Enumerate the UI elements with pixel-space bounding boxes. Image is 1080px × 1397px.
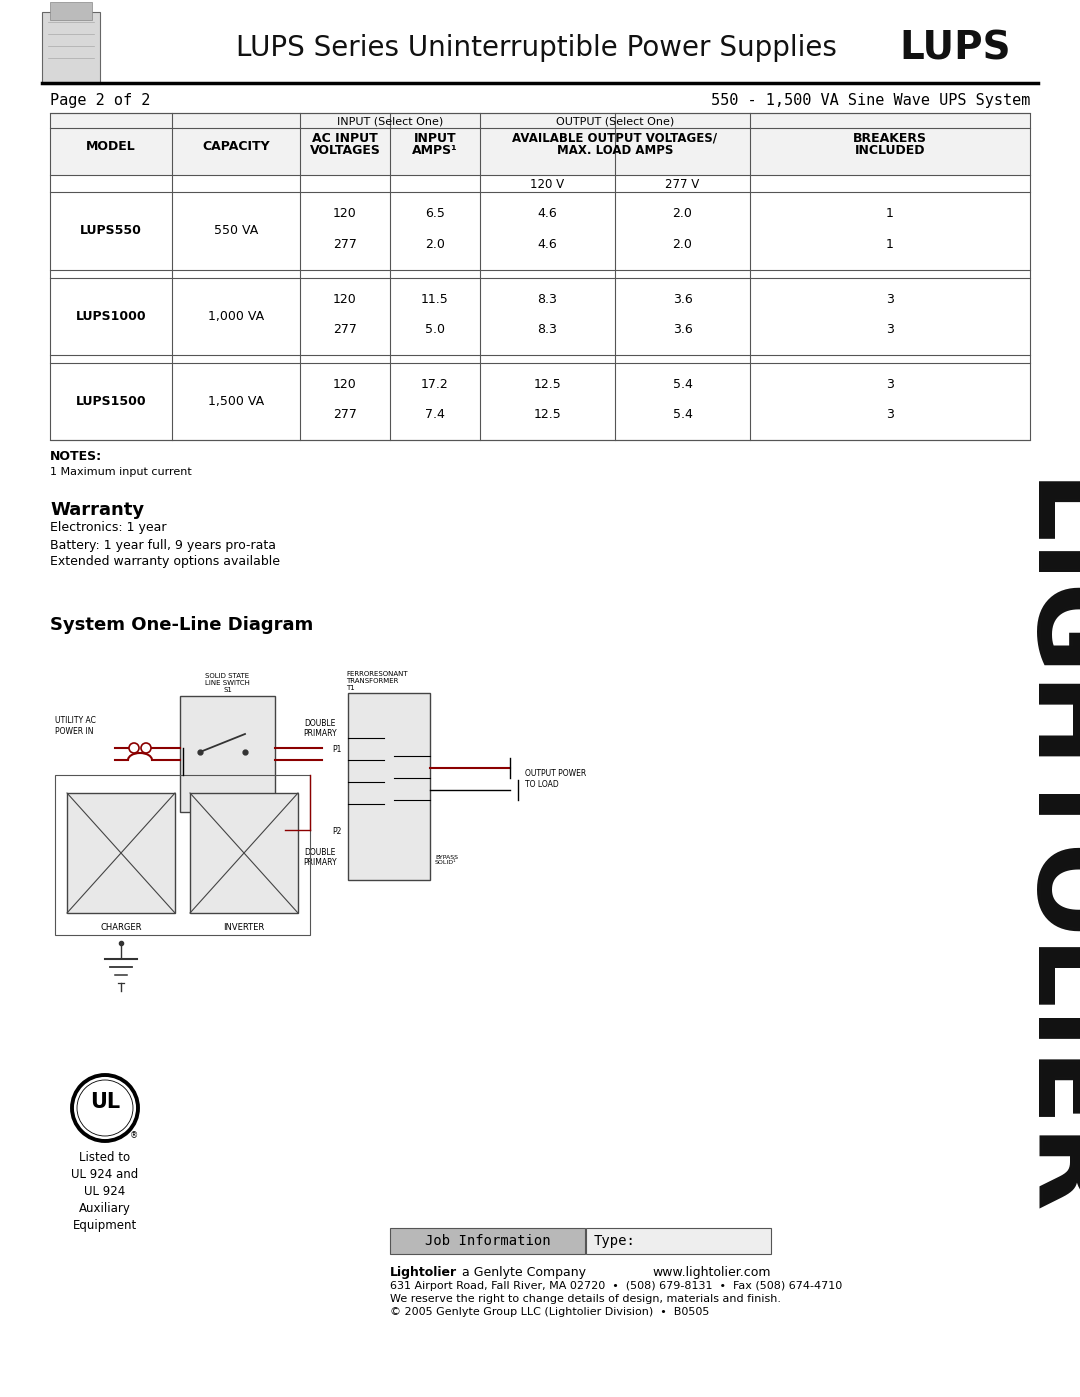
Text: LUPS550: LUPS550 [80,225,141,237]
Text: 3: 3 [886,323,894,337]
Text: Electronics: 1 year: Electronics: 1 year [50,521,166,535]
Text: BYPASS
SOLID¹: BYPASS SOLID¹ [435,855,458,865]
Text: 1: 1 [886,237,894,250]
Text: BREAKERS: BREAKERS [853,131,927,144]
Text: 120: 120 [333,207,356,221]
Text: DC: DC [274,895,291,905]
Bar [50,1,92,20]
Text: 120: 120 [333,293,356,306]
Text: ®: ® [130,1132,138,1140]
Text: DOUBLE
PRIMARY: DOUBLE PRIMARY [303,718,337,738]
Text: 550 VA: 550 VA [214,225,258,237]
Bar [180,696,275,812]
Text: MODEL: MODEL [86,140,136,152]
Text: CAPACITY: CAPACITY [202,140,270,152]
Text: 11.5: 11.5 [421,293,449,306]
Text: We reserve the right to change details of design, materials and finish.: We reserve the right to change details o… [390,1294,781,1303]
Text: 5.4: 5.4 [673,408,692,420]
Text: Job Information: Job Information [424,1234,551,1248]
Text: 1,000 VA: 1,000 VA [208,310,265,323]
Text: 3.6: 3.6 [673,293,692,306]
Text: 8.3: 8.3 [538,293,557,306]
Bar [586,1228,771,1255]
Text: UL: UL [90,1092,120,1112]
Text: 5.0: 5.0 [426,323,445,337]
Text: www.lightolier.com: www.lightolier.com [652,1266,771,1280]
Text: DOUBLE
PRIMARY: DOUBLE PRIMARY [303,848,337,868]
Text: 4.6: 4.6 [538,237,557,250]
Text: 8.3: 8.3 [538,323,557,337]
Bar [190,793,298,914]
Text: OUTPUT POWER
TO LOAD: OUTPUT POWER TO LOAD [525,770,586,789]
Text: 2.0: 2.0 [426,237,445,250]
Text: AC: AC [75,800,90,812]
Text: 277: 277 [333,323,356,337]
Text: INCLUDED: INCLUDED [854,144,926,156]
Text: Listed to
UL 924 and
UL 924
Auxiliary
Equipment: Listed to UL 924 and UL 924 Auxiliary Eq… [71,1151,138,1232]
Bar [390,1228,585,1255]
Text: INPUT: INPUT [414,131,457,144]
Text: 17.2: 17.2 [421,379,449,391]
Bar [55,775,310,935]
Text: 12.5: 12.5 [534,379,562,391]
Text: 6.5: 6.5 [426,207,445,221]
Text: System One-Line Diagram: System One-Line Diagram [50,616,313,634]
Text: VOLTAGES: VOLTAGES [310,144,380,156]
Text: Page 2 of 2: Page 2 of 2 [50,92,150,108]
Text: Type:: Type: [594,1234,636,1248]
Text: MAX. LOAD AMPS: MAX. LOAD AMPS [557,144,673,156]
Text: 3.6: 3.6 [673,323,692,337]
Text: 2.0: 2.0 [673,237,692,250]
Text: NOTES:: NOTES: [50,450,103,462]
Text: AMPS¹: AMPS¹ [413,144,458,156]
Text: AC INPUT: AC INPUT [312,131,378,144]
Text: OUTPUT (Select One): OUTPUT (Select One) [556,117,674,127]
Text: CHARGER: CHARGER [100,922,141,932]
Text: FERRORESONANT
TRANSFORMER
T1: FERRORESONANT TRANSFORMER T1 [346,671,407,692]
Text: INVERTER: INVERTER [224,922,265,932]
Text: 12.5: 12.5 [534,408,562,420]
Bar [67,793,175,914]
Text: LIGHTOLIER: LIGHTOLIER [1004,479,1080,1221]
Text: 1,500 VA: 1,500 VA [208,395,265,408]
Text: 550 - 1,500 VA Sine Wave UPS System: 550 - 1,500 VA Sine Wave UPS System [711,92,1030,108]
Text: 3: 3 [886,293,894,306]
Text: INPUT (Select One): INPUT (Select One) [337,117,443,127]
Text: Warranty: Warranty [50,502,144,520]
Text: 2.0: 2.0 [673,207,692,221]
Text: 7.4: 7.4 [426,408,445,420]
Text: DC: DC [152,895,167,905]
Bar [42,13,100,84]
Text: 631 Airport Road, Fall River, MA 02720  •  (508) 679-8131  •  Fax (508) 674-4710: 631 Airport Road, Fall River, MA 02720 •… [390,1281,842,1291]
Bar [50,113,1030,440]
Text: 277: 277 [333,408,356,420]
Text: P2: P2 [332,827,341,837]
Text: 120: 120 [333,379,356,391]
Text: LUPS1000: LUPS1000 [76,310,146,323]
Bar [50,113,1030,175]
Text: Extended warranty options available: Extended warranty options available [50,556,280,569]
Text: 277: 277 [333,237,356,250]
Text: © 2005 Genlyte Group LLC (Lightolier Division)  •  B0505: © 2005 Genlyte Group LLC (Lightolier Div… [390,1308,710,1317]
Text: LUPS: LUPS [900,29,1011,67]
Text: AC: AC [198,800,213,812]
Text: 3: 3 [886,379,894,391]
Text: Lightolier: Lightolier [390,1266,457,1280]
Text: UTILITY AC
POWER IN: UTILITY AC POWER IN [55,715,96,736]
Text: P1: P1 [332,746,341,754]
Text: SOLID STATE
LINE SWITCH
S1: SOLID STATE LINE SWITCH S1 [205,673,249,693]
Text: 5.4: 5.4 [673,379,692,391]
Text: AVAILABLE OUTPUT VOLTAGES/: AVAILABLE OUTPUT VOLTAGES/ [513,131,717,144]
Text: LUPS Series Uninterruptible Power Supplies: LUPS Series Uninterruptible Power Suppli… [235,34,854,61]
Text: 3: 3 [886,408,894,420]
Text: a Genlyte Company: a Genlyte Company [458,1266,586,1280]
Text: 120 V: 120 V [530,177,565,190]
Text: LUPS1500: LUPS1500 [76,395,146,408]
Bar [348,693,430,880]
Text: 1: 1 [886,207,894,221]
Text: 277 V: 277 V [665,177,700,190]
Text: 1 Maximum input current: 1 Maximum input current [50,467,192,476]
Text: Battery: 1 year full, 9 years pro-rata: Battery: 1 year full, 9 years pro-rata [50,538,276,552]
Text: 4.6: 4.6 [538,207,557,221]
